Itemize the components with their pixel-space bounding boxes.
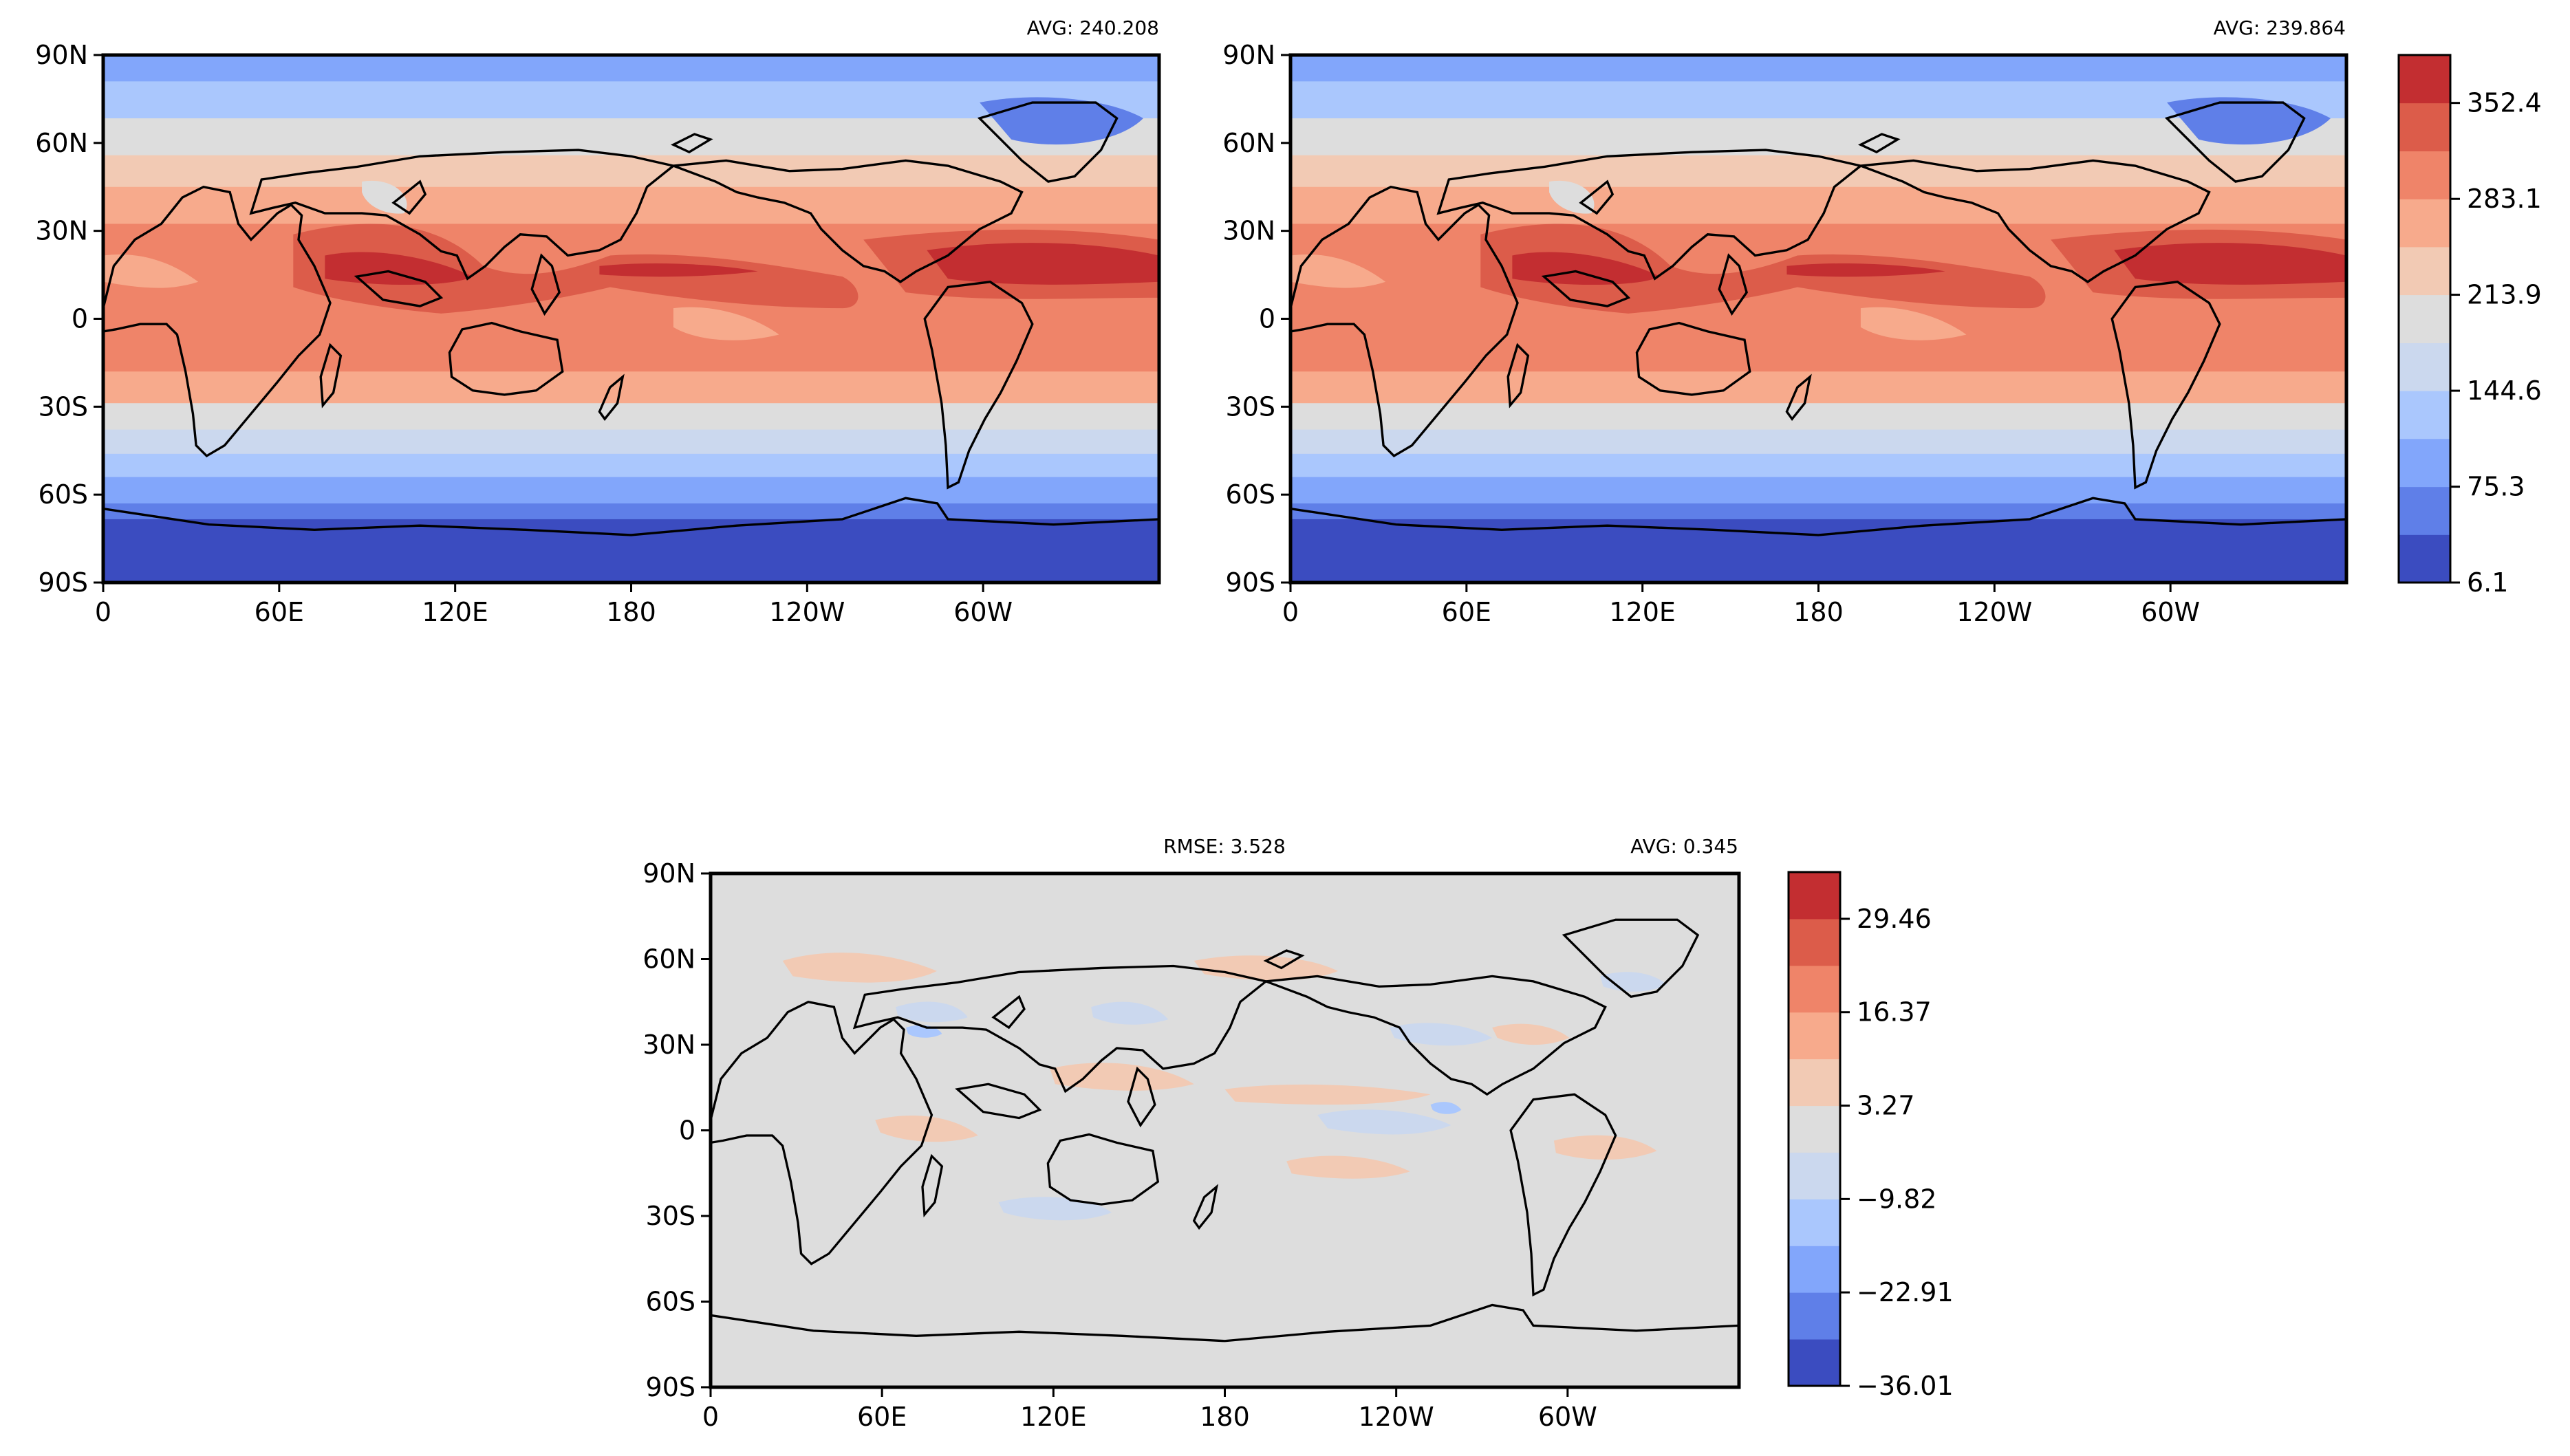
x-tick-label: 60E — [255, 597, 304, 627]
panel-center-title: RMSE: 3.528 — [1163, 835, 1286, 858]
y-tick-label: 30N — [642, 1030, 695, 1060]
y-tick-label: 60S — [39, 479, 88, 510]
colorbar-segment — [2399, 486, 2450, 535]
colorbar-segment — [2399, 246, 2450, 296]
colorbar-segment — [2399, 199, 2450, 248]
colorbar-tick-label: 75.3 — [2467, 472, 2525, 502]
colorbar-tick-label: 3.27 — [1857, 1091, 1915, 1121]
y-tick-label: 60N — [35, 128, 88, 158]
colorbar-segment — [1789, 1105, 1840, 1153]
panel-right-title: AVG: 240.208 — [1027, 17, 1159, 39]
colorbar-tick-label: 16.37 — [1857, 997, 1932, 1028]
colorbar-segment — [1789, 1012, 1840, 1060]
x-tick-label: 0 — [702, 1402, 719, 1432]
colorbar-segment — [1789, 965, 1840, 1013]
y-tick-label: 0 — [72, 304, 88, 334]
y-tick-label: 90S — [1226, 567, 1275, 598]
colorbar-segment — [1789, 1246, 1840, 1293]
colorbar-segment — [1789, 872, 1840, 920]
panel-test: AVG: 240.208 0 60E 120E 180 120W 60W 90N 60N 30N… — [35, 17, 1161, 627]
y-tick-label: 60N — [1222, 128, 1275, 158]
colorbar-frame — [2397, 54, 2452, 584]
x-tick-label: 180 — [606, 597, 656, 627]
colorbar-segment — [2399, 343, 2450, 391]
colorbar-tick-label: −22.91 — [1857, 1277, 1954, 1307]
y-tick-label: 90N — [642, 858, 695, 889]
x-tick-label: 120W — [769, 597, 845, 627]
colorbar-tick-label: −36.01 — [1857, 1371, 1954, 1401]
colorbar-segment — [2399, 438, 2450, 488]
y-tick-label: 90N — [1222, 40, 1275, 70]
x-tick-label: 60E — [857, 1402, 907, 1432]
x-tick-label: 60E — [1442, 597, 1491, 627]
panel-right-title: AVG: 239.864 — [2214, 17, 2346, 39]
x-tick-label: 60W — [1538, 1402, 1597, 1432]
colorbar-tick-label: 29.46 — [1857, 904, 1932, 934]
panel-right-title: AVG: 0.345 — [1630, 835, 1738, 858]
colorbar-tick-label: 144.6 — [2467, 376, 2542, 406]
colorbar-segment — [1789, 918, 1840, 966]
y-tick-label: 60N — [642, 944, 695, 975]
colorbar-difference: −36.01 −22.91 −9.82 3.27 16.37 29.46 — [1787, 871, 1954, 1401]
colorbar-segment — [2399, 294, 2450, 343]
colorbar-tick-label: −9.82 — [1857, 1184, 1936, 1214]
colorbar-absolute: 6.1 75.3 144.6 213.9 283.1 352.4 — [2397, 54, 2542, 598]
colorbar-segment — [1789, 1339, 1840, 1387]
x-tick-label: 120E — [1020, 1402, 1087, 1432]
colorbar-segment — [2399, 391, 2450, 439]
colorbar-tick-label: 213.9 — [2467, 280, 2542, 310]
contour-field — [103, 55, 1159, 583]
tick-group: 0 60E 120E 180 120W 60W 90N 60N 30N 0 30S 60S 90S — [35, 40, 1013, 627]
y-tick-label: 0 — [679, 1116, 695, 1146]
colorbar-segment — [1789, 1152, 1840, 1199]
x-tick-label: 180 — [1200, 1402, 1250, 1432]
y-tick-label: 30S — [1226, 391, 1275, 422]
colorbar-segment — [1789, 1058, 1840, 1107]
x-tick-label: 120W — [1359, 1402, 1434, 1432]
y-tick-label: 60S — [646, 1287, 695, 1317]
x-tick-label: 120W — [1956, 597, 2032, 627]
colorbar-segment — [1789, 1199, 1840, 1246]
y-tick-label: 60S — [1226, 479, 1275, 510]
colorbar-segment — [2399, 102, 2450, 152]
x-tick-label: 0 — [95, 597, 111, 627]
contour-field — [711, 873, 1739, 1387]
colorbar-segment — [2399, 151, 2450, 199]
panel-difference: RMSE: 3.528 AVG: 0.345 0 60E 120E 180 120W 60… — [642, 835, 1741, 1432]
colorbar-segment — [1789, 1292, 1840, 1340]
x-tick-label: 120E — [1609, 597, 1676, 627]
y-tick-label: 30S — [39, 391, 88, 422]
x-tick-label: 0 — [1282, 597, 1299, 627]
colorbar-segment — [2399, 534, 2450, 583]
x-tick-label: 180 — [1793, 597, 1844, 627]
x-tick-label: 60W — [953, 597, 1013, 627]
y-tick-label: 30S — [646, 1201, 695, 1231]
y-tick-label: 90S — [646, 1372, 695, 1402]
colorbar-tick-label: 6.1 — [2467, 567, 2508, 598]
colorbar-frame — [1787, 871, 1842, 1387]
tick-group: 0 60E 120E 180 120W 60W 90N 60N 30N 0 30S 60S 90S — [642, 858, 1597, 1432]
y-tick-label: 0 — [1259, 304, 1275, 334]
colorbar-segment — [2399, 55, 2450, 104]
y-tick-label: 90N — [35, 40, 88, 70]
y-tick-label: 30N — [35, 216, 88, 246]
tick-group: 0 60E 120E 180 120W 60W 90N 60N 30N 0 30S 60S 90S — [1222, 40, 2200, 627]
y-tick-label: 30N — [1222, 216, 1275, 246]
x-tick-label: 60W — [2141, 597, 2200, 627]
colorbar-tick-label: 352.4 — [2467, 88, 2542, 118]
panel-reference: AVG: 239.864 0 60E 120E 180 120W 60W 90N 60N 30N… — [1222, 17, 2348, 627]
y-tick-label: 90S — [39, 567, 88, 598]
contour-field — [1291, 55, 2346, 583]
x-tick-label: 120E — [422, 597, 488, 627]
colorbar-tick-label: 283.1 — [2467, 184, 2542, 214]
